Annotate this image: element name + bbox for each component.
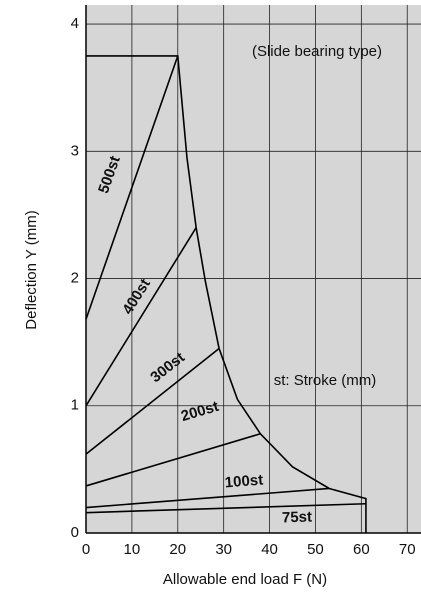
y-tick-label: 4 xyxy=(71,15,79,32)
y-tick-label: 0 xyxy=(71,524,79,541)
x-tick-label: 30 xyxy=(215,541,232,558)
series-line xyxy=(85,502,366,514)
x-tick-label: 40 xyxy=(261,541,278,558)
y-tick-label: 3 xyxy=(71,142,79,159)
x-tick-label: 70 xyxy=(399,541,416,558)
series-label: 75st xyxy=(282,508,313,526)
annotation: st: Stroke (mm) xyxy=(274,372,377,389)
y-axis-label: Deflection Y (mm) xyxy=(23,210,40,329)
series-line xyxy=(85,347,220,455)
x-tick-label: 10 xyxy=(124,541,141,558)
series-line xyxy=(85,432,261,487)
x-tick-label: 50 xyxy=(307,541,324,558)
series-line xyxy=(86,55,367,533)
x-tick-label: 60 xyxy=(353,541,370,558)
series-label: 100st xyxy=(224,471,264,491)
series-line xyxy=(85,487,330,509)
x-tick-label: 20 xyxy=(169,541,186,558)
x-axis-label: Allowable end load F (N) xyxy=(163,571,327,588)
x-tick-label: 0 xyxy=(82,541,90,558)
y-tick-label: 2 xyxy=(71,270,79,287)
annotation: (Slide bearing type) xyxy=(252,43,382,60)
plot-area xyxy=(86,5,421,533)
y-tick-label: 1 xyxy=(71,397,79,414)
series-line xyxy=(85,55,179,320)
series-line xyxy=(85,227,197,407)
